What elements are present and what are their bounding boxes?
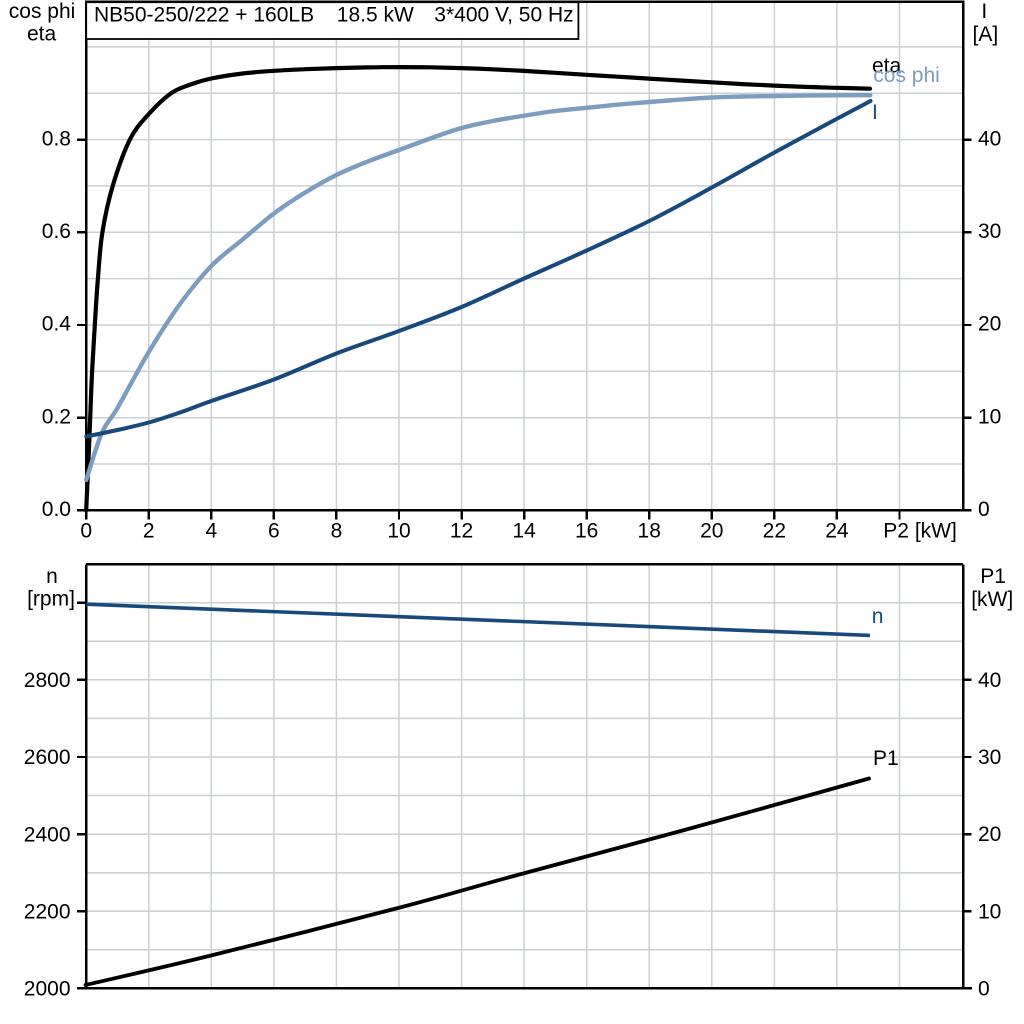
svg-text:30: 30 — [978, 220, 1001, 243]
svg-text:2: 2 — [143, 520, 155, 543]
svg-text:[A]: [A] — [973, 23, 999, 46]
svg-text:eta: eta — [872, 54, 902, 77]
svg-text:10: 10 — [387, 520, 410, 543]
svg-text:24: 24 — [825, 520, 849, 543]
svg-text:10: 10 — [978, 405, 1001, 428]
svg-text:cos phi: cos phi — [873, 64, 940, 87]
svg-text:n: n — [46, 565, 58, 588]
svg-text:16: 16 — [575, 520, 598, 543]
svg-text:I: I — [872, 101, 878, 124]
svg-text:20: 20 — [978, 823, 1001, 846]
svg-text:2600: 2600 — [24, 746, 71, 769]
svg-text:2000: 2000 — [24, 978, 71, 1001]
svg-text:12: 12 — [450, 520, 473, 543]
svg-text:14: 14 — [512, 520, 536, 543]
svg-text:0.4: 0.4 — [42, 313, 72, 336]
svg-text:2400: 2400 — [24, 823, 71, 846]
svg-text:cos phi: cos phi — [9, 0, 76, 23]
svg-text:I: I — [981, 0, 987, 23]
svg-text:n: n — [872, 605, 884, 628]
svg-text:20: 20 — [978, 313, 1001, 336]
svg-text:18.5 kW: 18.5 kW — [337, 3, 414, 26]
svg-text:10: 10 — [978, 900, 1001, 923]
svg-text:22: 22 — [763, 520, 786, 543]
svg-text:20: 20 — [700, 520, 723, 543]
svg-text:6: 6 — [268, 520, 280, 543]
svg-text:0.8: 0.8 — [42, 127, 71, 150]
svg-text:0: 0 — [80, 520, 92, 543]
svg-text:4: 4 — [205, 520, 217, 543]
svg-text:3*400 V, 50 Hz: 3*400 V, 50 Hz — [434, 3, 573, 26]
svg-text:40: 40 — [978, 127, 1001, 150]
svg-text:2800: 2800 — [24, 669, 71, 692]
svg-text:0.6: 0.6 — [42, 220, 71, 243]
svg-text:8: 8 — [331, 520, 343, 543]
svg-text:P1: P1 — [980, 565, 1006, 588]
svg-text:18: 18 — [638, 520, 661, 543]
svg-text:0: 0 — [978, 498, 990, 521]
svg-text:P2 [kW]: P2 [kW] — [883, 520, 957, 543]
svg-text:[kW]: [kW] — [971, 588, 1013, 611]
svg-text:eta: eta — [27, 22, 57, 45]
svg-text:P1: P1 — [873, 747, 899, 770]
svg-text:30: 30 — [978, 746, 1001, 769]
svg-text:0.0: 0.0 — [42, 498, 71, 521]
svg-text:0.2: 0.2 — [42, 405, 71, 428]
svg-text:2200: 2200 — [24, 900, 71, 923]
svg-text:0: 0 — [978, 977, 990, 1000]
svg-text:[rpm]: [rpm] — [27, 588, 75, 611]
svg-text:40: 40 — [978, 669, 1001, 692]
svg-text:NB50-250/222 + 160LB: NB50-250/222 + 160LB — [94, 3, 314, 26]
